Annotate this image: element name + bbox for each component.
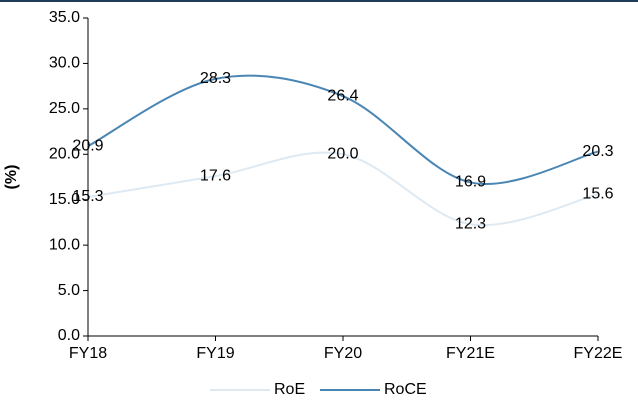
data-label: 15.3 bbox=[72, 188, 103, 205]
x-tick-label: FY22E bbox=[574, 345, 623, 362]
y-tick-label: 0.0 bbox=[58, 327, 80, 344]
data-label: 16.9 bbox=[455, 174, 486, 191]
data-label: 17.6 bbox=[200, 167, 231, 184]
y-tick-label: 15.0 bbox=[49, 191, 80, 208]
data-label: 12.3 bbox=[455, 215, 486, 232]
data-label: 20.3 bbox=[582, 143, 613, 160]
y-tick-label: 5.0 bbox=[58, 282, 80, 299]
x-tick-label: FY21E bbox=[446, 345, 495, 362]
y-axis-label: (%) bbox=[3, 165, 20, 190]
x-tick-label: FY20 bbox=[324, 345, 362, 362]
y-tick-label: 25.0 bbox=[49, 100, 80, 117]
data-label: 26.4 bbox=[327, 87, 358, 104]
x-tick-label: FY18 bbox=[69, 345, 107, 362]
x-tick-label: FY19 bbox=[196, 345, 234, 362]
legend-label: RoCE bbox=[384, 381, 427, 398]
y-tick-label: 35.0 bbox=[49, 9, 80, 26]
legend-label: RoE bbox=[274, 381, 305, 398]
data-label: 20.9 bbox=[72, 137, 103, 154]
y-tick-label: 10.0 bbox=[49, 236, 80, 253]
data-label: 28.3 bbox=[200, 70, 231, 87]
y-tick-label: 20.0 bbox=[49, 146, 80, 163]
line bbox=[87, 151, 599, 227]
line bbox=[87, 74, 599, 185]
data-label: 15.6 bbox=[582, 185, 613, 202]
y-tick-label: 30.0 bbox=[49, 55, 80, 72]
data-label: 20.0 bbox=[327, 146, 358, 163]
